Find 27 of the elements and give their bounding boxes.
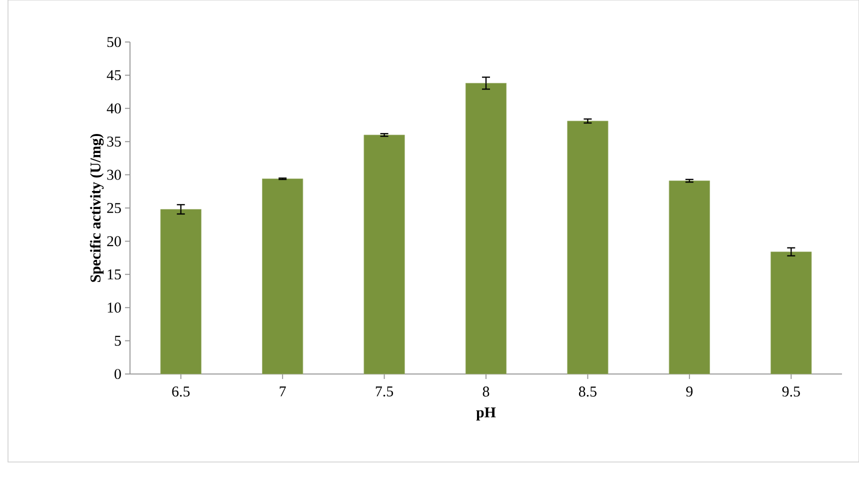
bar [567,120,608,374]
bar [160,209,202,374]
y-tick-label: 10 [108,302,121,313]
x-tick-label: 7.5 [376,386,394,397]
y-tick-label: 45 [106,70,121,80]
y-tick-label: 20 [107,236,121,246]
x-tick-label: 6.5 [172,386,190,397]
bar [668,180,710,374]
y-tick-label: 50 [107,36,121,48]
x-tick-label: 8.5 [578,386,596,397]
x-tick-label: 8 [482,386,490,397]
x-tick-label: 9 [686,386,693,397]
x-tick-label: 7 [280,386,286,396]
y-tick-label: 40 [106,103,121,114]
bar [465,82,507,374]
y-tick-label: 0 [114,368,121,380]
bar [262,178,304,374]
x-tick-label: 9.5 [782,386,800,397]
y-tick-label: 15 [108,269,121,280]
bar [770,252,812,374]
y-tick-label: 30 [107,170,121,180]
y-tick-label: 25 [107,202,121,214]
y-tick-label: 35 [107,136,121,147]
x-axis-title: pH [476,408,496,420]
bar [364,134,405,374]
y-tick-label: 5 [114,336,121,346]
y-axis-title: Specific activity (U/mg) [90,134,104,282]
